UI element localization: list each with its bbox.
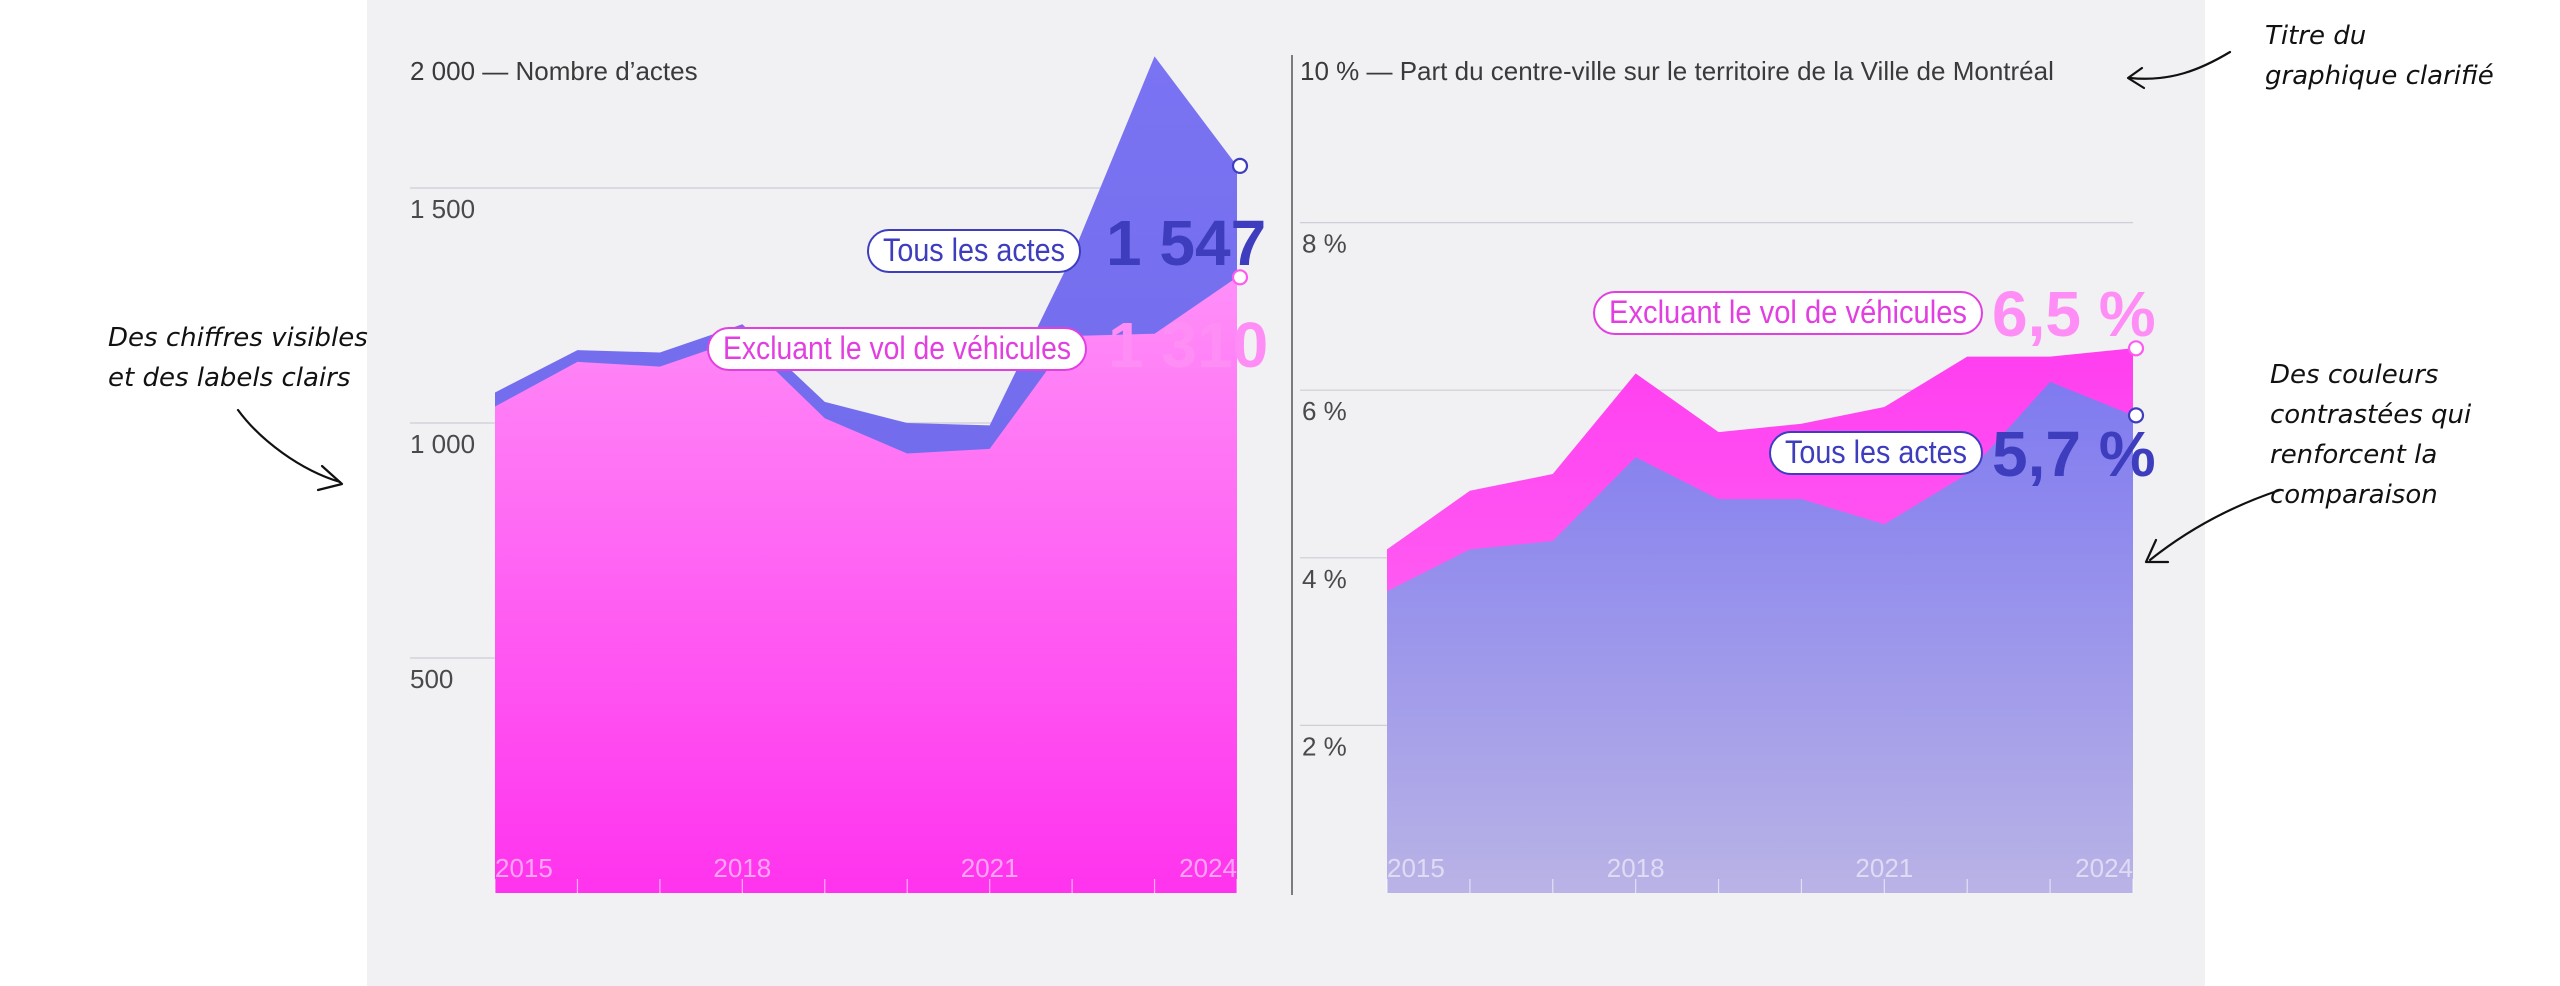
series-area-2	[1387, 381, 2133, 893]
series-end-marker	[2127, 407, 2145, 424]
y-tick-label: 4 %	[1302, 564, 1347, 594]
labels-arrow	[236, 408, 342, 484]
left-areas	[495, 56, 1237, 893]
series-name-pill	[1769, 431, 1983, 475]
right-chart: 2 % 4 % 6 % 8 % 2015 2018 2021 2024 10 % — Par…	[1300, 56, 2156, 893]
y-tick-label: 2 %	[1302, 731, 1347, 761]
left-chart-title: 2 000 — Nombre d’actes	[410, 56, 698, 86]
left-x-tick-labels: 2015 2018 2021 2024	[494, 853, 1238, 893]
right-y-tick-labels: 2 % 4 % 6 % 8 %	[1302, 229, 1347, 762]
x-tick-label: 2021	[1855, 853, 1913, 883]
colors-arrow-head	[2144, 538, 2170, 564]
series-name-label: Excluant le vol de véhicules	[723, 330, 1071, 366]
series-end-value: 5,7 %	[1992, 418, 2156, 490]
series-end-value: 6,5 %	[1992, 278, 2156, 350]
left-y-tick-labels: 500 1 000 1 500	[410, 194, 475, 694]
y-tick-label: 1 000	[410, 429, 475, 459]
series-name-label: Tous les actes	[1785, 434, 1967, 470]
series-name-pill	[707, 327, 1087, 371]
series-end-value: 1 310	[1108, 309, 1268, 381]
y-tick-label: 500	[410, 664, 453, 694]
series-end-marker	[2127, 340, 2145, 357]
series-name-label: Excluant le vol de véhicules	[1609, 294, 1967, 330]
x-tick-label: 2015	[495, 853, 553, 883]
x-tick-label: 2018	[1607, 853, 1665, 883]
colors-annotation: Des couleurs contrastées qui renforcent …	[2270, 360, 2472, 510]
colors-arrow	[2148, 488, 2282, 562]
series-end-marker	[1231, 157, 1249, 175]
left-series-labels: Tous les actes 1 547 Excluant le vol de vé…	[707, 157, 1268, 381]
title-arrow	[2128, 50, 2232, 80]
left-chart: 500 1 000 1 500 2015 2018 2021 2024 2 000 — N…	[410, 56, 1268, 893]
x-tick-label: 2015	[1387, 853, 1445, 883]
x-tick-label: 2024	[1179, 853, 1237, 883]
labels-annotation: Des chiffres visibles et des labels clai…	[108, 323, 368, 393]
right-areas	[1387, 348, 2133, 893]
x-tick-label: 2018	[713, 853, 771, 883]
right-x-tick-labels: 2015 2018 2021 2024	[1386, 853, 2134, 893]
y-tick-label: 6 %	[1302, 396, 1347, 426]
series-name-pill	[1593, 291, 1983, 335]
y-tick-label: 1 500	[410, 194, 475, 224]
right-series-labels: Excluant le vol de véhicules 6,5 % Tous le…	[1593, 278, 2156, 490]
x-tick-label: 2024	[2075, 853, 2133, 883]
x-tick-label: 2021	[961, 853, 1019, 883]
series-name-label: Tous les actes	[883, 232, 1065, 268]
title-arrow-head	[2126, 66, 2146, 90]
title-annotation: Titre du graphique clarifié	[2265, 21, 2494, 91]
series-name-pill	[867, 229, 1081, 273]
labels-arrow-head	[316, 464, 344, 492]
series-end-marker	[1231, 269, 1249, 286]
y-tick-label: 8 %	[1302, 229, 1347, 259]
series-area-2	[495, 277, 1237, 893]
series-end-value: 1 547	[1106, 207, 1266, 279]
right-chart-title: 10 % — Part du centre-ville sur le terri…	[1300, 56, 2054, 86]
